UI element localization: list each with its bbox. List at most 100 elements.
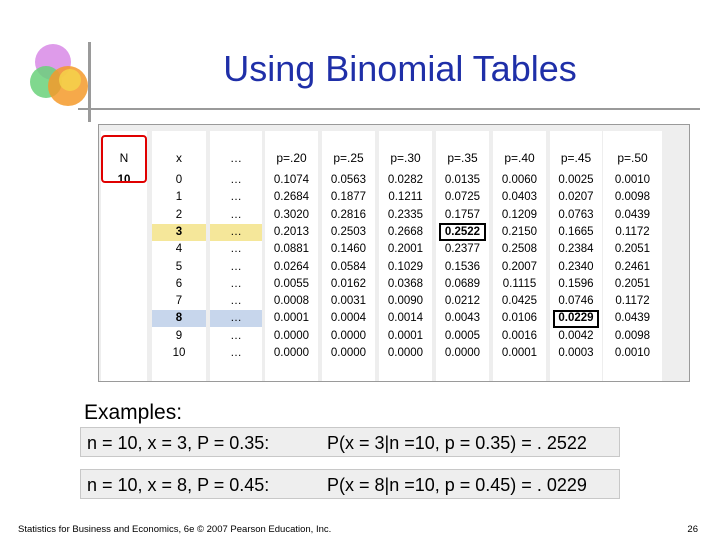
probability-cell: 0.0005 xyxy=(444,329,481,342)
probability-cell: 0.2668 xyxy=(387,225,424,238)
probability-cell: 0.1596 xyxy=(558,277,594,290)
table-header-cell: p=.30 xyxy=(390,151,421,165)
ellipsis-cell: … xyxy=(230,312,242,325)
example-2-given: n = 10, x = 8, P = 0.45: xyxy=(87,475,270,495)
probability-cell: 0.0439 xyxy=(614,312,651,325)
probability-cell: 0.1209 xyxy=(501,208,538,221)
table-column-bg xyxy=(379,131,432,381)
probability-cell: 0.2007 xyxy=(501,260,538,273)
probability-cell: 0.1074 xyxy=(273,174,310,186)
x-value-cell: 9 xyxy=(175,329,183,342)
probability-cell: 0.0425 xyxy=(501,295,538,308)
probability-cell: 0.2051 xyxy=(614,243,651,256)
probability-cell: 0.0031 xyxy=(330,295,367,308)
table-column-bg xyxy=(322,131,375,381)
probability-cell: 0.0000 xyxy=(387,347,424,359)
table-column-bg xyxy=(265,131,318,381)
colored-circles-logo xyxy=(30,44,88,106)
footer-credit: Statistics for Business and Economics, 6… xyxy=(18,524,332,535)
probability-cell: 0.0229 xyxy=(558,312,594,325)
probability-cell: 0.0725 xyxy=(444,191,481,204)
table-header-cell: p=.45 xyxy=(560,151,592,165)
row-highlight-band xyxy=(210,223,262,241)
row-highlight-band xyxy=(210,310,262,328)
example-2-result: P(x = 8|n =10, p = 0.45) = . 0229 xyxy=(327,475,587,495)
probability-cell: 0.0001 xyxy=(273,312,310,325)
probability-cell: 0.0746 xyxy=(558,295,594,308)
probability-cell: 0.1029 xyxy=(387,260,424,273)
probability-cell: 0.1172 xyxy=(615,225,650,238)
table-header-cell: p=.20 xyxy=(276,151,307,165)
probability-cell: 0.0025 xyxy=(558,174,594,186)
probability-cell: 0.2340 xyxy=(558,260,594,273)
probability-cell: 0.0162 xyxy=(330,277,367,290)
x-value-cell: 7 xyxy=(175,295,183,308)
row-highlight-band xyxy=(152,310,206,328)
highlighted-cell xyxy=(439,223,486,242)
probability-cell: 0.0042 xyxy=(558,329,594,342)
probability-cell: 0.1460 xyxy=(330,243,367,256)
probability-cell: 0.0001 xyxy=(501,347,538,359)
table-header-cell: x xyxy=(176,151,182,165)
probability-cell: 0.0010 xyxy=(614,174,651,186)
probability-cell: 0.0106 xyxy=(501,312,538,325)
probability-cell: 0.0135 xyxy=(444,174,481,186)
page-number: 26 xyxy=(687,524,698,535)
probability-cell: 0.0008 xyxy=(273,295,310,308)
probability-cell: 0.0003 xyxy=(558,347,594,359)
x-value-cell: 10 xyxy=(172,347,186,359)
ellipsis-cell: … xyxy=(230,295,242,308)
table-column-bg xyxy=(493,131,546,381)
table-column-bg xyxy=(436,131,489,381)
probability-cell: 0.0014 xyxy=(387,312,424,325)
probability-cell: 0.0000 xyxy=(330,347,367,359)
probability-cell: 0.1211 xyxy=(388,191,423,204)
n-highlight-outline xyxy=(101,135,147,183)
probability-cell: 0.0881 xyxy=(273,243,310,256)
probability-cell: 0.0439 xyxy=(614,208,651,221)
x-value-cell: 5 xyxy=(175,260,183,273)
slide-title: Using Binomial Tables xyxy=(223,48,577,89)
probability-cell: 0.2377 xyxy=(444,243,481,256)
table-header-cell: p=.40 xyxy=(504,151,535,165)
x-value-cell: 2 xyxy=(175,208,183,221)
example-row-2: n = 10, x = 8, P = 0.45: P(x = 8|n =10, … xyxy=(80,469,620,499)
vertical-rule xyxy=(88,42,91,122)
table-header-cell: p=.25 xyxy=(333,151,364,165)
ellipsis-cell: … xyxy=(230,174,242,186)
probability-cell: 0.0000 xyxy=(273,329,310,342)
probability-cell: 0.0004 xyxy=(330,312,367,325)
probability-cell: 0.2522 xyxy=(444,225,481,238)
probability-cell: 0.0060 xyxy=(501,174,538,186)
probability-cell: 0.0282 xyxy=(387,174,424,186)
ellipsis-cell: … xyxy=(230,208,242,221)
probability-cell: 0.1536 xyxy=(444,260,481,273)
table-column-bg xyxy=(603,131,662,381)
probability-cell: 0.0010 xyxy=(614,347,651,359)
table-header-cell: N xyxy=(119,151,129,165)
probability-cell: 0.3020 xyxy=(273,208,310,221)
ellipsis-cell: … xyxy=(230,225,242,238)
x-value-cell: 0 xyxy=(175,174,183,186)
ellipsis-cell: … xyxy=(230,260,242,273)
examples-label: Examples: xyxy=(84,401,183,424)
example-1-given: n = 10, x = 3, P = 0.35: xyxy=(87,433,270,453)
probability-cell: 0.2684 xyxy=(273,191,310,204)
probability-cell: 0.1665 xyxy=(558,225,594,238)
title-underline xyxy=(78,108,700,110)
example-row-1: n = 10, x = 3, P = 0.35: P(x = 3|n =10, … xyxy=(80,427,620,457)
probability-cell: 0.1115 xyxy=(502,277,537,290)
ellipsis-cell: … xyxy=(230,191,242,204)
row-highlight-band xyxy=(152,223,206,241)
x-value-cell: 6 xyxy=(175,277,183,290)
probability-cell: 0.0368 xyxy=(387,277,424,290)
probability-cell: 0.0689 xyxy=(444,277,481,290)
highlighted-cell xyxy=(553,309,599,328)
probability-cell: 0.0763 xyxy=(558,208,594,221)
x-value-cell: 3 xyxy=(175,225,183,238)
x-value-cell: 4 xyxy=(175,243,183,256)
probability-cell: 0.2001 xyxy=(387,243,424,256)
probability-cell: 0.0043 xyxy=(444,312,481,325)
probability-cell: 0.0098 xyxy=(614,329,651,342)
probability-cell: 0.1757 xyxy=(444,208,481,221)
